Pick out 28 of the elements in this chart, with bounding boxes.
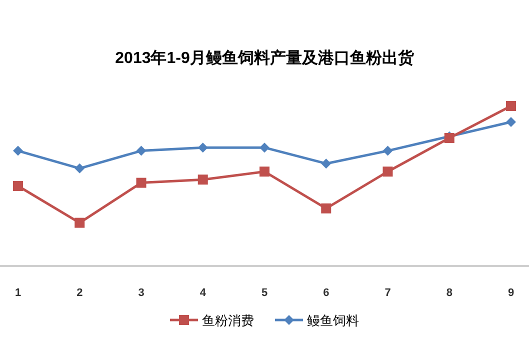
- point: [198, 142, 208, 153]
- x-tick-label: 6: [323, 287, 330, 299]
- point: [506, 117, 516, 127]
- point: [13, 146, 23, 156]
- legend-label: 鳗鱼饲料: [307, 313, 359, 328]
- point: [321, 158, 332, 169]
- point: [321, 203, 332, 214]
- x-tick-label: 1: [14, 287, 22, 299]
- point: [74, 218, 85, 228]
- point: [13, 181, 23, 191]
- x-tick-label: 3: [138, 287, 144, 299]
- point: [198, 174, 208, 185]
- point: [382, 166, 393, 177]
- legend-label: 鱼粉消费: [202, 313, 254, 328]
- point: [136, 178, 146, 188]
- x-tick-label: 4: [200, 287, 207, 299]
- x-tick-label: 5: [261, 287, 268, 299]
- point: [382, 146, 393, 156]
- chart-title: 2013年1-9月鳗鱼饲料产量及港口鱼粉出货: [115, 49, 415, 67]
- point: [136, 146, 146, 156]
- x-tick-label: 7: [384, 287, 391, 299]
- x-tick-label: 8: [446, 287, 452, 299]
- point: [74, 163, 85, 174]
- x-tick-label: 2: [76, 287, 83, 299]
- point: [260, 142, 270, 153]
- x-tick-label: 9: [508, 287, 514, 299]
- point: [260, 166, 270, 177]
- point: [506, 101, 516, 111]
